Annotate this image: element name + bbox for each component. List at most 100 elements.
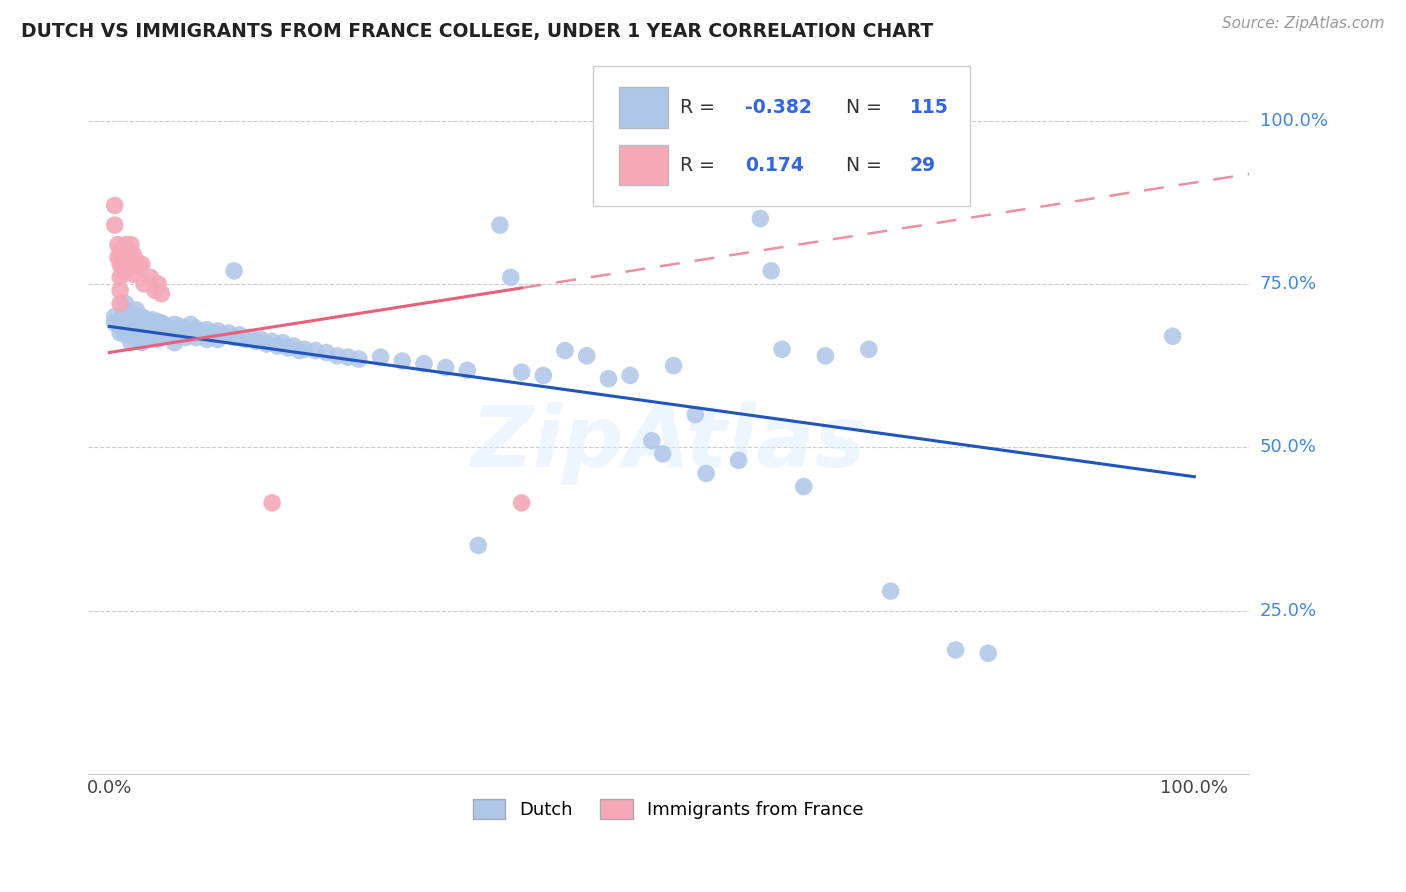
Point	[228, 327, 250, 342]
Point	[134, 333, 156, 347]
Point	[131, 326, 153, 340]
Text: 25.0%: 25.0%	[1260, 602, 1317, 620]
Point	[142, 313, 165, 327]
Point	[104, 218, 127, 232]
Point	[163, 318, 186, 332]
Point	[304, 343, 326, 358]
Point	[858, 343, 880, 357]
Point	[108, 326, 131, 340]
Point	[128, 321, 150, 335]
Point	[499, 270, 522, 285]
Text: 50.0%: 50.0%	[1260, 438, 1316, 457]
Point	[125, 321, 148, 335]
Point	[641, 434, 664, 448]
Point	[224, 330, 246, 344]
Point	[619, 368, 641, 383]
Point	[125, 330, 148, 344]
Point	[770, 343, 793, 357]
Point	[233, 333, 256, 347]
Point	[250, 333, 273, 347]
Point	[114, 296, 136, 310]
Point	[122, 318, 145, 332]
Point	[201, 326, 224, 340]
Point	[510, 365, 533, 379]
Point	[118, 313, 141, 327]
Point	[125, 303, 148, 318]
Point	[114, 237, 136, 252]
Point	[157, 327, 180, 342]
Point	[136, 330, 159, 344]
Point	[118, 244, 141, 259]
Point	[554, 343, 576, 358]
Point	[104, 198, 127, 212]
Point	[651, 447, 673, 461]
Point	[114, 303, 136, 318]
Point	[143, 284, 166, 298]
Point	[122, 247, 145, 261]
FancyBboxPatch shape	[620, 145, 668, 186]
Point	[814, 349, 837, 363]
Point	[184, 321, 207, 335]
Text: 100.0%: 100.0%	[1260, 112, 1327, 129]
Point	[510, 496, 533, 510]
Point	[131, 335, 153, 350]
Point	[489, 218, 512, 232]
Point	[467, 538, 489, 552]
Point	[104, 316, 127, 330]
Point	[107, 237, 129, 252]
Point	[118, 260, 141, 275]
Point	[108, 296, 131, 310]
Point	[169, 329, 191, 343]
Point	[120, 237, 142, 252]
Point	[163, 335, 186, 350]
Point	[146, 277, 169, 291]
Text: Source: ZipAtlas.com: Source: ZipAtlas.com	[1222, 16, 1385, 31]
Text: R =: R =	[679, 98, 721, 117]
Point	[277, 341, 299, 355]
Point	[134, 315, 156, 329]
Point	[120, 319, 142, 334]
Point	[139, 270, 162, 285]
Point	[108, 284, 131, 298]
Point	[114, 254, 136, 268]
Point	[174, 330, 197, 344]
Point	[125, 313, 148, 327]
Point	[122, 326, 145, 340]
Point	[120, 313, 142, 327]
Point	[195, 333, 218, 347]
Point	[207, 324, 229, 338]
Point	[143, 318, 166, 332]
Point	[266, 339, 288, 353]
Point	[157, 319, 180, 334]
Point	[662, 359, 685, 373]
Point	[749, 211, 772, 226]
Point	[114, 327, 136, 342]
Point	[111, 264, 134, 278]
Point	[245, 334, 267, 349]
Point	[111, 316, 134, 330]
Point	[283, 339, 305, 353]
Point	[347, 352, 370, 367]
Legend: Dutch, Immigrants from France: Dutch, Immigrants from France	[465, 792, 870, 826]
Point	[131, 310, 153, 324]
Point	[598, 372, 620, 386]
Point	[114, 313, 136, 327]
Point	[111, 310, 134, 324]
Text: N =: N =	[846, 155, 887, 175]
Point	[575, 349, 598, 363]
Point	[134, 324, 156, 338]
Point	[108, 313, 131, 327]
Point	[218, 326, 240, 340]
Point	[180, 327, 202, 342]
Point	[531, 368, 554, 383]
Point	[184, 330, 207, 344]
Point	[128, 260, 150, 274]
Point	[163, 326, 186, 340]
Point	[122, 310, 145, 324]
Point	[118, 319, 141, 334]
Point	[150, 326, 173, 340]
Point	[108, 270, 131, 285]
Point	[288, 343, 311, 358]
Point	[108, 319, 131, 334]
Point	[169, 319, 191, 334]
